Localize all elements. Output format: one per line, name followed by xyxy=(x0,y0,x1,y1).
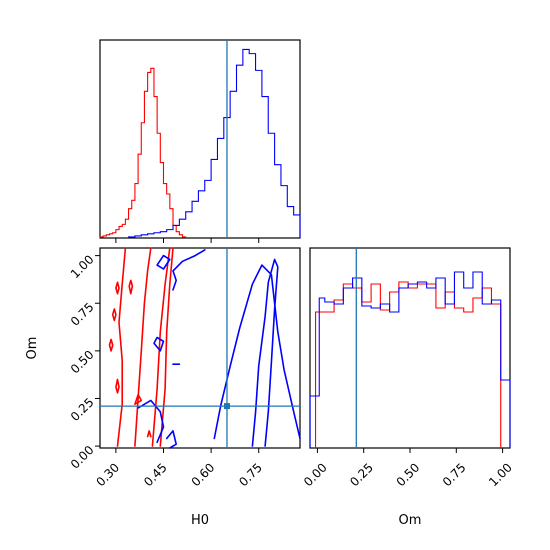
joint-y-tick-label: 0.00 xyxy=(68,443,97,472)
contour-blue-13 xyxy=(172,249,206,291)
om-histogram-blue-series xyxy=(309,271,511,448)
om-x-tick-label: 0.75 xyxy=(440,460,469,489)
joint-truth-marker xyxy=(223,403,230,410)
contour-red-9 xyxy=(115,378,120,394)
contour-red-1 xyxy=(134,247,152,447)
joint-panel-frame xyxy=(99,247,301,449)
contour-blue-16 xyxy=(165,430,177,449)
joint-y-tick-label: 0.75 xyxy=(68,300,97,329)
joint-contours-group xyxy=(108,247,301,449)
h0-histogram-red-series xyxy=(99,67,187,238)
om-histogram-panel: 0.00 0.25 0.50 0.75 1.00 Om xyxy=(301,247,515,528)
contour-blue-14 xyxy=(153,336,165,352)
joint-x-tick-label: 0.75 xyxy=(236,460,265,489)
h0-histogram-series-group xyxy=(99,48,301,238)
om-x-tick-label: 0.50 xyxy=(394,460,423,489)
contour-red-10 xyxy=(111,308,117,322)
om-histogram-x-ticks: 0.00 0.25 0.50 0.75 1.00 xyxy=(301,448,515,489)
h0-histogram-ticks xyxy=(115,238,260,243)
om-histogram-axis-label: Om xyxy=(399,513,422,528)
contour-blue-17 xyxy=(156,254,171,270)
om-x-tick-label: 1.00 xyxy=(486,460,515,489)
contour-red-7 xyxy=(115,281,120,295)
contour-red-5 xyxy=(134,393,143,406)
joint-x-tick-label: 0.60 xyxy=(189,460,218,489)
contour-blue-11 xyxy=(251,258,279,447)
om-histogram-frame xyxy=(309,247,511,449)
om-x-tick-label: 0.25 xyxy=(347,460,376,489)
joint-x-tick-label: 0.45 xyxy=(141,460,170,489)
joint-x-ticks: 0.30 0.45 0.60 0.75 xyxy=(93,448,265,489)
h0-histogram-panel xyxy=(99,39,301,243)
joint-contour-panel: 0.30 0.45 0.60 0.75 0.00 0.25 0.50 0.75 1.00 H0… xyxy=(25,247,301,528)
joint-y-tick-label: 0.25 xyxy=(68,395,97,424)
joint-y-tick-label: 0.50 xyxy=(68,348,97,377)
h0-histogram-blue-series xyxy=(128,48,301,238)
contour-red-0 xyxy=(116,247,127,447)
om-x-tick-label: 0.00 xyxy=(301,460,330,489)
contour-red-4 xyxy=(146,430,152,438)
contour-red-2 xyxy=(151,247,171,447)
h0-axis-label: H0 xyxy=(191,513,209,528)
contour-red-6 xyxy=(128,279,134,295)
joint-y-ticks: 0.00 0.25 0.50 0.75 1.00 xyxy=(68,252,100,472)
h0-histogram-frame xyxy=(99,39,301,239)
contour-blue-15 xyxy=(137,399,165,444)
contour-red-8 xyxy=(108,338,114,352)
joint-y-tick-label: 1.00 xyxy=(68,252,97,281)
om-axis-label: Om xyxy=(25,337,40,360)
om-histogram-series-group xyxy=(309,271,511,448)
om-histogram-red-series xyxy=(315,281,502,448)
contour-red-3 xyxy=(159,247,174,447)
joint-x-tick-label: 0.30 xyxy=(93,460,122,489)
